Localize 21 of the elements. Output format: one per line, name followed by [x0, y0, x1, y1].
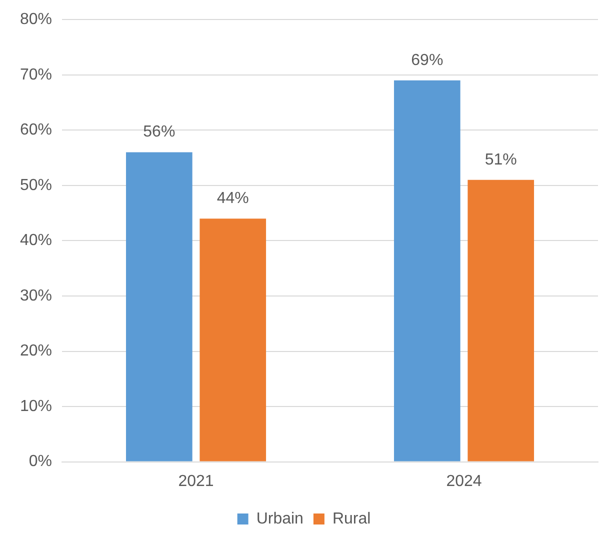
bar [126, 152, 192, 462]
y-tick-label: 50% [20, 176, 52, 194]
legend-label: Urbain [256, 510, 304, 528]
data-label: 51% [484, 151, 517, 168]
y-tick-label: 10% [20, 398, 52, 415]
y-tick-label: 40% [20, 232, 52, 250]
legend-label: Rural [332, 510, 371, 528]
bar [200, 218, 266, 462]
x-tick-label: 2024 [446, 472, 482, 490]
x-tick-label: 2021 [178, 472, 214, 490]
y-tick-label: 60% [20, 122, 52, 139]
y-tick-label: 20% [20, 342, 52, 360]
y-tick-label: 80% [20, 11, 52, 28]
data-label: 69% [411, 52, 444, 69]
y-tick-label: 30% [20, 287, 52, 304]
bar [468, 180, 534, 462]
bar [394, 80, 460, 462]
data-label: 56% [143, 124, 176, 141]
data-label: 44% [216, 190, 249, 207]
y-tick-label: 70% [20, 66, 52, 84]
y-tick-label: 0% [28, 453, 52, 470]
